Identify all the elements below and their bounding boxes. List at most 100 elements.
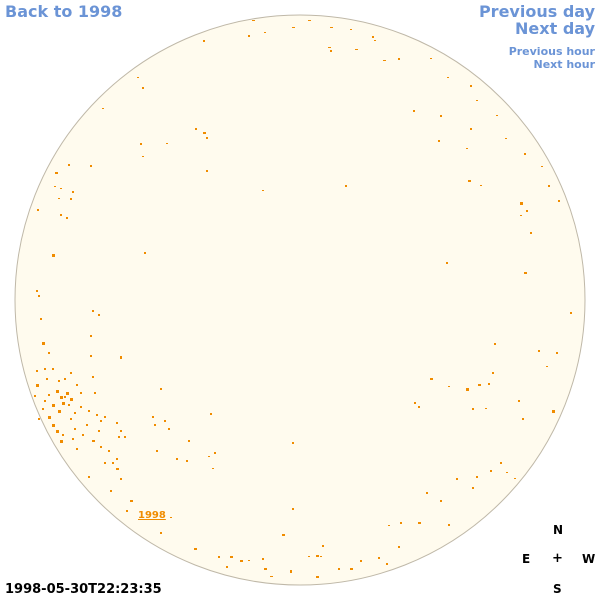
feature-marker xyxy=(82,434,84,436)
feature-marker xyxy=(120,478,122,480)
feature-marker xyxy=(360,560,362,562)
feature-marker xyxy=(480,185,482,186)
feature-marker xyxy=(156,450,158,452)
feature-marker xyxy=(264,32,266,33)
feature-marker xyxy=(514,478,516,479)
feature-marker xyxy=(116,468,119,470)
previous-hour-link[interactable]: Previous hour xyxy=(508,45,595,58)
feature-marker xyxy=(144,252,146,254)
feature-marker xyxy=(68,164,70,166)
feature-marker xyxy=(488,383,490,385)
next-day-link[interactable]: Next day xyxy=(515,19,595,38)
feature-marker xyxy=(34,395,36,397)
feature-marker xyxy=(262,190,264,191)
feature-marker xyxy=(74,428,76,430)
feature-marker xyxy=(160,388,162,390)
feature-marker xyxy=(530,232,532,234)
feature-marker xyxy=(414,402,416,404)
feature-marker xyxy=(418,522,421,524)
feature-marker xyxy=(470,85,472,87)
feature-marker xyxy=(56,430,59,433)
feature-marker xyxy=(520,202,523,205)
feature-marker xyxy=(152,416,154,418)
feature-marker xyxy=(96,414,98,416)
feature-marker xyxy=(398,58,400,60)
feature-marker xyxy=(62,434,64,436)
feature-marker xyxy=(328,47,331,48)
feature-marker xyxy=(188,440,190,442)
feature-marker xyxy=(92,376,94,378)
feature-marker xyxy=(70,372,72,374)
feature-marker xyxy=(52,368,54,370)
feature-marker xyxy=(316,576,319,578)
feature-marker xyxy=(264,568,267,570)
feature-marker xyxy=(282,534,285,536)
feature-marker xyxy=(36,370,38,372)
feature-marker xyxy=(102,108,104,109)
feature-marker xyxy=(520,215,522,216)
feature-marker xyxy=(556,352,558,354)
feature-marker xyxy=(485,408,487,409)
feature-marker xyxy=(44,368,46,370)
feature-marker xyxy=(48,416,51,419)
feature-marker xyxy=(292,27,295,28)
feature-marker xyxy=(338,568,340,570)
feature-marker xyxy=(60,396,63,399)
feature-marker xyxy=(330,27,333,28)
feature-marker xyxy=(74,412,76,414)
feature-marker xyxy=(88,410,90,412)
back-to-1998-link[interactable]: Back to 1998 xyxy=(5,2,123,21)
feature-marker xyxy=(466,388,469,391)
feature-marker xyxy=(110,490,112,492)
feature-marker xyxy=(374,40,376,41)
feature-marker xyxy=(37,209,39,211)
feature-marker xyxy=(492,372,494,374)
feature-marker xyxy=(456,478,458,480)
feature-marker xyxy=(466,148,468,149)
feature-marker xyxy=(130,500,133,502)
feature-marker xyxy=(90,335,92,337)
feature-marker xyxy=(252,20,255,21)
feature-marker xyxy=(350,29,352,30)
feature-marker xyxy=(52,254,55,257)
feature-marker xyxy=(170,517,172,518)
feature-marker xyxy=(292,442,294,444)
feature-marker xyxy=(500,462,502,464)
feature-marker xyxy=(398,546,400,548)
feature-marker xyxy=(448,524,450,526)
feature-marker xyxy=(538,350,540,352)
feature-marker xyxy=(203,132,206,134)
feature-marker xyxy=(476,100,478,101)
feature-marker xyxy=(48,394,50,396)
feature-marker xyxy=(124,436,126,438)
feature-marker xyxy=(372,36,374,38)
region-1998-label[interactable]: 1998 xyxy=(138,510,166,521)
compass-north-label: N xyxy=(553,523,564,537)
feature-marker xyxy=(418,406,420,408)
feature-marker xyxy=(52,404,55,407)
region-1998-link[interactable]: 1998 xyxy=(138,510,166,521)
feature-marker xyxy=(270,576,273,577)
feature-marker xyxy=(468,180,471,182)
feature-marker xyxy=(70,398,73,401)
feature-marker xyxy=(92,310,94,312)
feature-marker xyxy=(98,430,100,432)
active-features xyxy=(34,20,572,578)
feature-marker xyxy=(546,366,548,367)
previous-day-link[interactable]: Previous day xyxy=(478,2,595,21)
feature-marker xyxy=(72,438,74,440)
feature-marker xyxy=(330,50,332,52)
feature-marker xyxy=(70,198,72,200)
feature-marker xyxy=(262,558,264,560)
feature-marker xyxy=(86,424,88,426)
feature-marker xyxy=(118,436,120,438)
compass-center-mark: + xyxy=(552,551,563,566)
feature-marker xyxy=(316,555,319,557)
next-hour-link[interactable]: Next hour xyxy=(533,58,596,71)
feature-marker xyxy=(64,378,66,380)
feature-marker xyxy=(505,138,507,139)
feature-marker xyxy=(48,352,50,354)
solar-disk xyxy=(14,14,586,586)
feature-marker xyxy=(440,115,442,117)
compass-south-label: S xyxy=(553,582,562,596)
